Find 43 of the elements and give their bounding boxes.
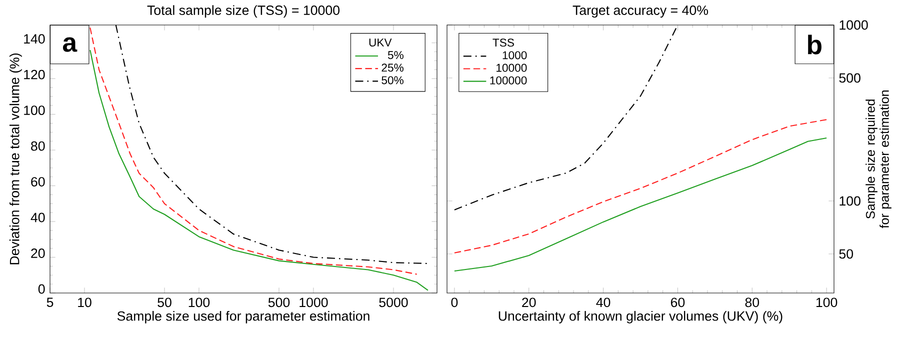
x-axis-title: Uncertainty of known glacier volumes (UKV) (%) <box>498 310 782 324</box>
x-tick-label: 20 <box>522 298 536 308</box>
legend-label: 50% <box>382 76 404 84</box>
y-tick-label: 120 <box>24 70 45 80</box>
legend-label: 10000 <box>496 64 527 72</box>
x-tick-label: 10 <box>78 298 92 308</box>
chart-title: Total sample size (TSS) = 10000 <box>147 5 340 18</box>
legend-label: 100000 <box>490 76 527 84</box>
x-tick-label: 5 <box>46 298 54 307</box>
y2-tick-label: 500 <box>839 73 860 83</box>
x-tick-label: 60 <box>670 298 685 308</box>
y2-axis-title: Sample size required for parameter estimation <box>866 90 892 228</box>
x-tick-label: 100 <box>816 298 838 308</box>
x-tick-label: 1000 <box>300 298 328 308</box>
y-tick-label: 80 <box>31 141 45 151</box>
y-tick-label: 60 <box>31 177 45 187</box>
legend-label: 5% <box>388 51 404 60</box>
legend-title: UKV <box>369 38 392 47</box>
legend-label: 1000 <box>502 51 527 60</box>
y-tick-label: 100 <box>24 106 45 116</box>
line-series <box>454 137 828 272</box>
y-tick-label: 20 <box>31 248 45 258</box>
x-tick-label: 50 <box>158 298 172 308</box>
annotation: a <box>62 37 78 52</box>
y2-tick-label: 50 <box>839 249 854 259</box>
y-axis-title: Deviation from true total volume (%) <box>9 54 22 264</box>
x-tick-label: 100 <box>188 298 210 308</box>
y2-tick-label: 1000 <box>840 20 868 30</box>
annotation: b <box>808 34 822 54</box>
legend-label: 25% <box>382 64 404 72</box>
x-axis-title: Sample size used for parameter estimation <box>117 310 370 324</box>
x-tick-label: 80 <box>745 298 760 308</box>
line-series <box>454 119 828 254</box>
y-tick-label: 40 <box>30 212 45 222</box>
x-tick-label: 40 <box>596 298 610 308</box>
x-tick-label: 0 <box>451 298 458 308</box>
legend-title: TSS <box>492 38 514 47</box>
chart-title: Target accuracy = 40% <box>572 6 708 18</box>
x-tick-label: 500 <box>268 298 290 308</box>
y-tick-label: 0 <box>38 284 45 294</box>
y-tick-label: 140 <box>24 34 45 44</box>
y2-tick-label: 100 <box>840 196 860 206</box>
x-tick-label: 5000 <box>379 298 408 308</box>
